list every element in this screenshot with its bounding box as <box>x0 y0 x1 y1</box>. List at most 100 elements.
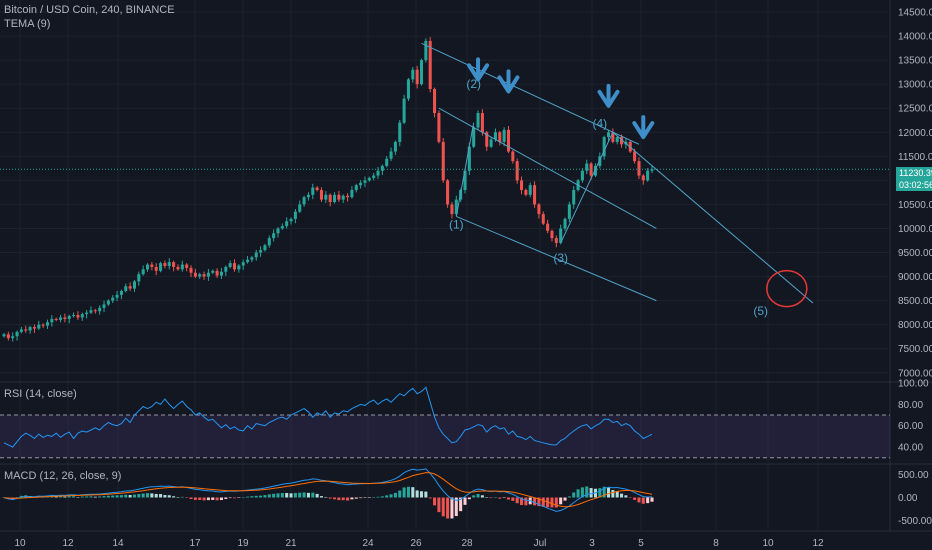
macd-histogram-bar <box>106 495 110 498</box>
candle-body <box>389 151 393 159</box>
macd-histogram-bar <box>263 495 267 498</box>
price-tick-label: 9500.00 <box>898 248 932 259</box>
candle-body <box>298 204 302 212</box>
candle-body <box>346 195 350 198</box>
macd-histogram-bar <box>111 495 115 498</box>
macd-histogram-bar <box>150 493 154 498</box>
candle-body <box>241 262 245 266</box>
candle-body <box>454 199 458 215</box>
rsi-line <box>3 386 653 448</box>
symbol-legend[interactable]: Bitcoin / USD Coin, 240, BINANCE <box>4 4 175 16</box>
macd-histogram-bar <box>467 497 471 500</box>
price-tick-label: 13500.00 <box>898 56 932 67</box>
candle-body <box>489 139 493 147</box>
price-tick-label: 11500.00 <box>898 152 932 163</box>
macd-histogram-bar <box>424 491 428 498</box>
macd-histogram-bar <box>85 496 89 498</box>
macd-histogram-bar <box>341 497 345 501</box>
rsi-series <box>3 386 653 448</box>
macd-histogram-bar <box>520 497 524 506</box>
macd-histogram-bar <box>141 493 145 498</box>
candle-body <box>163 263 167 266</box>
candle-body <box>611 132 615 142</box>
macd-histogram-bar <box>363 497 367 498</box>
wave-trendline <box>421 42 640 145</box>
macd-histogram-bar <box>176 497 180 498</box>
candle-body <box>119 291 123 295</box>
candle-body <box>493 132 497 140</box>
macd-histogram-bar <box>406 486 410 498</box>
macd-legend[interactable]: MACD (12, 26, close, 9) <box>4 470 122 482</box>
candle-body <box>550 230 554 239</box>
candle-body <box>337 194 341 200</box>
candle-body <box>219 271 223 276</box>
candle-body <box>115 294 119 298</box>
time-tick-label: 5 <box>638 538 644 549</box>
macd-histogram-bar <box>489 497 493 499</box>
macd-histogram-bar <box>454 497 458 517</box>
macd-histogram-bar <box>198 497 202 501</box>
macd-tick-label: -500.00 <box>898 516 932 527</box>
candle-body <box>419 60 424 85</box>
candle-body <box>572 190 576 205</box>
candle-body <box>67 316 71 319</box>
macd-histogram-bar <box>646 497 650 504</box>
candle-body <box>211 270 215 273</box>
time-tick-label: 28 <box>461 538 473 549</box>
candle-body <box>250 257 254 260</box>
macd-histogram-bar <box>476 493 480 498</box>
rsi-legend[interactable]: RSI (14, close) <box>4 388 77 400</box>
tema-legend[interactable]: TEMA (9) <box>4 18 51 30</box>
time-axis[interactable]: 10 12 14 17 19 21 24 26 28 Jul 3 5 8 10 12 <box>14 538 824 549</box>
macd-histogram-bar <box>302 492 306 498</box>
macd-histogram-bar <box>606 487 611 498</box>
macd-histogram-bar <box>563 497 567 501</box>
macd-histogram-bar <box>446 497 450 519</box>
candle-body <box>111 297 115 301</box>
candle-body <box>2 334 6 337</box>
candle-body <box>41 324 45 326</box>
time-tick-label: Jul <box>534 538 547 549</box>
price-tick-label: 8500.00 <box>898 296 932 307</box>
candle-body <box>263 245 267 251</box>
candle-body <box>598 156 602 166</box>
price-tick-label: 9000.00 <box>898 272 932 283</box>
elliott-wave-drawings[interactable]: (1)(2)(3)(4)(5) <box>421 42 814 318</box>
macd-histogram-bar <box>328 497 332 499</box>
candle-body <box>19 329 23 332</box>
candle-body <box>546 223 550 231</box>
macd-histogram-bar <box>567 496 571 498</box>
candle-body <box>206 272 210 277</box>
candle-body <box>185 264 189 268</box>
candle-body <box>485 132 489 147</box>
time-tick-label: 10 <box>14 538 26 549</box>
macd-histogram-bar <box>650 497 654 502</box>
macd-histogram-bar <box>293 492 297 498</box>
candle-body <box>428 40 432 89</box>
macd-histogram-bar <box>620 493 624 498</box>
price-candles[interactable] <box>0 37 890 342</box>
macd-histogram-bar <box>311 492 315 498</box>
macd-histogram-bar <box>102 496 106 498</box>
macd-histogram-bar <box>89 496 93 498</box>
macd-histogram-bar <box>502 497 506 498</box>
candle-body <box>80 314 84 318</box>
target-circle <box>766 269 808 308</box>
macd-histogram-bar <box>380 496 384 498</box>
macd-histogram-bar <box>124 494 128 498</box>
price-tick-label: 7000.00 <box>898 368 932 379</box>
candle-body <box>580 170 584 181</box>
macd-histogram-bar <box>498 497 502 499</box>
candle-body <box>315 187 319 190</box>
time-tick-label: 12 <box>812 538 824 549</box>
candle-body <box>54 318 58 320</box>
candle-body <box>180 264 184 270</box>
candle-body <box>141 269 145 275</box>
candle-body <box>515 161 519 181</box>
macd-histogram-bar <box>624 495 628 498</box>
candle-body <box>480 113 484 133</box>
macd-indicator <box>2 468 654 519</box>
candle-body <box>176 266 180 270</box>
wave-label: (4) <box>592 116 607 130</box>
